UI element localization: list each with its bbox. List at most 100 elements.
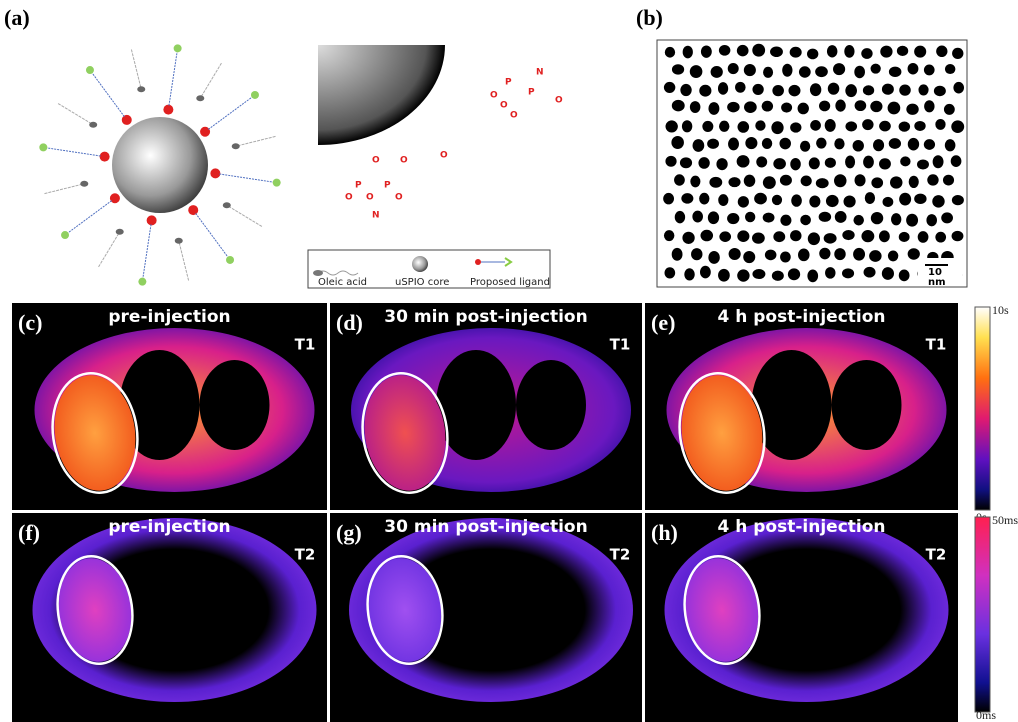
uspio-core bbox=[112, 117, 208, 213]
legend-text: uSPIO core bbox=[395, 277, 449, 288]
lung bbox=[200, 360, 270, 450]
nanoparticle-dot bbox=[827, 45, 837, 57]
ligand-tip bbox=[86, 66, 94, 74]
nanoparticle-dot bbox=[727, 102, 739, 113]
oleic-chain bbox=[229, 206, 263, 227]
atom-label: O bbox=[555, 96, 563, 106]
nanoparticle-dot bbox=[935, 119, 945, 130]
nanoparticle-dot bbox=[871, 177, 883, 188]
ligand-chain bbox=[143, 224, 151, 278]
oleic-head bbox=[175, 238, 183, 244]
nanoparticle-dot bbox=[819, 248, 830, 260]
image-title: 4 h post-injection bbox=[717, 517, 885, 537]
oleic-head bbox=[80, 181, 88, 187]
nanoparticle-dot bbox=[825, 119, 836, 132]
oleic-chain bbox=[179, 243, 189, 282]
nanoparticle-dot bbox=[932, 195, 944, 207]
ligand-anchor bbox=[163, 105, 173, 115]
atom-label: O bbox=[366, 193, 374, 203]
ligand-chain bbox=[196, 213, 229, 257]
nanoparticle-dot bbox=[879, 121, 891, 132]
panel-label: (e) bbox=[651, 310, 675, 335]
nanoparticle-dot bbox=[825, 267, 835, 279]
nanoparticle-dot bbox=[788, 85, 800, 96]
nanoparticle-dot bbox=[699, 85, 711, 97]
image-title: pre-injection bbox=[108, 517, 230, 537]
nanoparticle-dot bbox=[738, 121, 750, 133]
nanoparticle-dot bbox=[842, 268, 854, 278]
nanoparticle-dot bbox=[752, 269, 765, 279]
nanoparticle-dot bbox=[708, 251, 719, 264]
nanoparticle-dot bbox=[927, 174, 938, 185]
nanoparticle-dot bbox=[835, 211, 847, 223]
nanoparticle-dot bbox=[882, 84, 894, 95]
nanoparticle-dot bbox=[951, 155, 962, 167]
nanoparticle-dot bbox=[782, 64, 792, 77]
nanoparticle-dot bbox=[790, 158, 801, 170]
nanoparticle-dot bbox=[889, 67, 902, 77]
nanoparticle-dot bbox=[844, 45, 854, 58]
image-title: 30 min post-injection bbox=[384, 307, 587, 327]
nanoparticle-dot bbox=[914, 121, 925, 131]
panel-label: (h) bbox=[651, 520, 678, 545]
nanoparticle-dot bbox=[807, 269, 818, 282]
nanoparticle-dot bbox=[944, 104, 955, 115]
nanoparticle-dot bbox=[889, 138, 901, 149]
nanoparticle-dot bbox=[871, 212, 883, 224]
weighting: T2 bbox=[610, 546, 631, 564]
oleic-head bbox=[137, 86, 145, 92]
nanoparticle-dot bbox=[719, 45, 730, 56]
nanoparticle-dot bbox=[845, 84, 857, 97]
atom-label: O bbox=[500, 101, 508, 111]
nanoparticle-dot bbox=[674, 174, 685, 185]
nanoparticle-dot bbox=[665, 120, 677, 132]
image-title: 30 min post-injection bbox=[384, 517, 587, 537]
nanoparticle-dot bbox=[683, 46, 693, 59]
panel-label: (d) bbox=[336, 310, 363, 335]
core-surface bbox=[318, 45, 445, 145]
atom-label: O bbox=[395, 193, 403, 203]
oleic-chain bbox=[98, 234, 119, 268]
ligand-anchor bbox=[122, 115, 132, 125]
oleic-chain bbox=[44, 184, 83, 194]
nanoparticle-dot bbox=[719, 231, 731, 242]
ligand-anchor bbox=[110, 193, 120, 203]
nanoparticle-dot bbox=[873, 139, 884, 151]
nanoparticle-dot bbox=[781, 102, 792, 112]
legend-icon bbox=[412, 256, 428, 272]
atom-label: O bbox=[372, 156, 380, 166]
nanoparticle-dot bbox=[682, 232, 694, 244]
nanoparticle-dot bbox=[744, 64, 756, 76]
nanoparticle-dot bbox=[853, 215, 864, 226]
oleic-head bbox=[116, 229, 124, 235]
nanoparticle-dot bbox=[700, 266, 711, 279]
nanoparticle-dot bbox=[854, 66, 865, 78]
nanoparticle-dot bbox=[680, 84, 691, 96]
nanoparticle-dot bbox=[672, 248, 683, 261]
nanoparticle-dot bbox=[842, 230, 854, 240]
nanoparticle-dot bbox=[743, 251, 755, 263]
nanoparticle-dot bbox=[737, 230, 749, 242]
nanoparticle-dot bbox=[729, 248, 741, 260]
nanoparticle-dot bbox=[890, 176, 903, 188]
nanoparticle-dot bbox=[864, 267, 876, 278]
nanoparticle-dot bbox=[924, 100, 934, 112]
nanoparticle-dot bbox=[891, 213, 901, 225]
nanoparticle-dot bbox=[711, 66, 723, 78]
ligand-anchor bbox=[147, 215, 157, 225]
nanoparticle-dot bbox=[869, 250, 881, 262]
nanoparticle-dot bbox=[888, 251, 898, 262]
nanoparticle-dot bbox=[770, 46, 783, 57]
weighting: T1 bbox=[295, 336, 316, 354]
panel-a: (a) Oleic acid uSPIO core Proposed ligan… bbox=[4, 5, 563, 288]
oleic-chain bbox=[131, 49, 141, 88]
nanoparticle-dot bbox=[690, 176, 700, 188]
nanoparticle-dot bbox=[773, 158, 786, 169]
ligand-anchor bbox=[188, 205, 198, 215]
nanoparticle-dot bbox=[900, 156, 910, 166]
nanoparticle-dot bbox=[808, 232, 820, 245]
nanoparticle-dot bbox=[835, 100, 845, 112]
atom-label: P bbox=[384, 181, 391, 191]
ligand-chain bbox=[219, 174, 273, 182]
nanoparticle-dot bbox=[728, 177, 740, 187]
